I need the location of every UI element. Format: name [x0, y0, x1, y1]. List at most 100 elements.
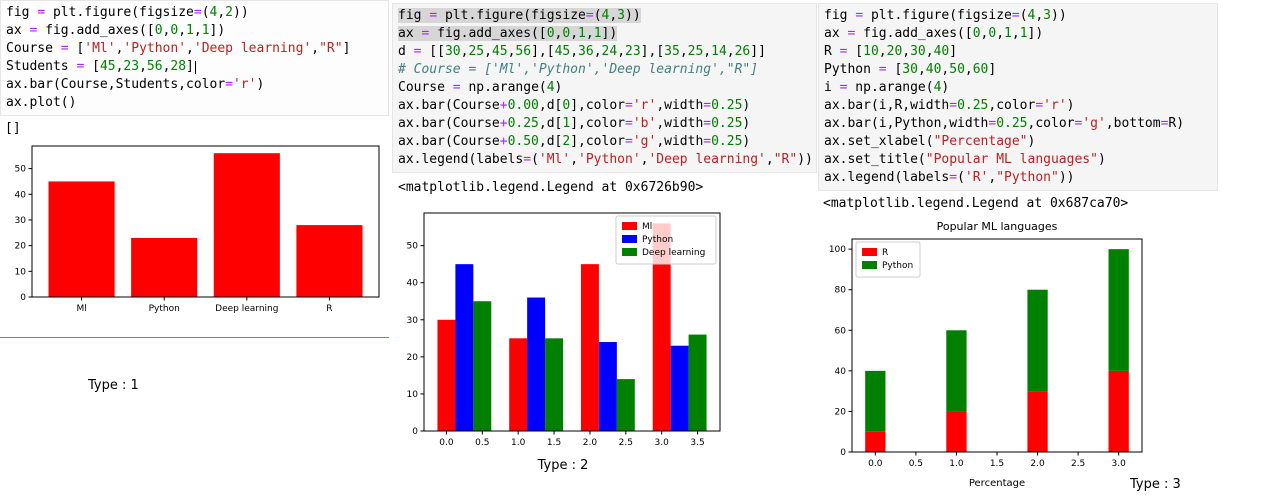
caption-type-3: Type : 3: [1130, 477, 1181, 492]
x-tick-label: 2.5: [619, 438, 633, 448]
bar: [545, 338, 564, 431]
code-line: ax.bar(Course+0.25,d[1],color='b',width=…: [398, 116, 751, 131]
bar: [946, 330, 967, 412]
bar: [527, 297, 546, 431]
code-line: ax = fig.add_axes([0,0,1,1]): [398, 26, 618, 41]
y-tick-label: 60: [835, 326, 847, 336]
code-cell-2[interactable]: fig = plt.figure(figsize=(4,3)) ax = fig.…: [392, 3, 817, 173]
legend-label: Deep learning: [642, 248, 705, 258]
x-tick-label: 0.0: [439, 438, 454, 448]
y-tick-label: 50: [15, 165, 27, 175]
code-line: ax.legend(labels=('R',"Python")): [824, 170, 1075, 185]
caption-type-2: Type : 2: [537, 458, 589, 473]
code-line: ax.bar(i,Python,width=0.25,color='g',bot…: [824, 116, 1185, 131]
bar: [670, 345, 689, 431]
code-line: ax.bar(Course+0.00,d[0],color='r',width=…: [398, 98, 751, 113]
bar: [598, 342, 617, 431]
cell-3-output: <matplotlib.legend.Legend at 0x687ca70>: [823, 196, 1129, 211]
code-line: ax = fig.add_axes([0,0,1,1]): [824, 26, 1044, 41]
code-cell-3[interactable]: fig = plt.figure(figsize=(4,3)) ax = fig.…: [818, 3, 1218, 191]
bar: [865, 370, 886, 432]
code-line: Course = ['Ml','Python','Deep learning',…: [6, 41, 351, 56]
code-line: ax = fig.add_axes([0,0,1,1]): [6, 23, 226, 38]
bar: [455, 264, 474, 431]
x-tick-label: Deep learning: [215, 304, 278, 314]
y-tick-label: 30: [15, 216, 27, 226]
bar: [688, 334, 707, 431]
legend-patch: [622, 222, 637, 230]
x-tick-label: 2.0: [583, 438, 598, 448]
x-tick-label: 1.5: [990, 459, 1004, 469]
y-tick-label: 20: [15, 242, 27, 252]
code-line: ax.set_xlabel("Percentage"): [824, 134, 1036, 149]
code-line: ax.legend(labels=('Ml','Python','Deep le…: [398, 152, 813, 167]
code-line: i = np.arange(4): [824, 80, 950, 95]
x-tick-label: Python: [149, 304, 180, 314]
plot-border: [31, 145, 380, 298]
y-tick-label: 0: [840, 448, 846, 458]
y-tick-label: 40: [15, 190, 27, 200]
figure-type-3: 0 20 40 60 80 100 0.0 0.5 1.0 1.5 2.0 2.5 3.0 Popular…: [822, 213, 1152, 494]
x-tick-label: 3.5: [690, 438, 704, 448]
code-line: fig = plt.figure(figsize=(4,2)): [6, 5, 249, 20]
y-tick-label: 10: [15, 267, 27, 277]
x-tick-label: 1.0: [511, 438, 526, 448]
code-line: fig = plt.figure(figsize=(4,3)): [398, 8, 641, 23]
legend-label: Ml: [642, 222, 652, 232]
x-tick-label: 0.0: [868, 459, 883, 469]
code-line: R = [10,20,30,40]: [824, 44, 958, 59]
legend-label: Python: [642, 235, 673, 245]
figure-type-1: 0 10 20 30 40 50 Ml Python Deep learning R: [5, 138, 387, 323]
code-line: Python = [30,40,50,60]: [824, 62, 997, 77]
code-line: ax.bar(i,R,width=0.25,color='r'): [824, 98, 1075, 113]
bar: [213, 153, 280, 297]
x-tick-label: 0.5: [909, 459, 923, 469]
chart-title: Popular ML languages: [937, 220, 1058, 233]
code-line: ax.bar(Course+0.50,d[2],color='g',width=…: [398, 134, 751, 149]
stacked-bar-chart-svg: 0 20 40 60 80 100 0.0 0.5 1.0 1.5 2.0 2.5 3.0 Popular…: [829, 220, 1143, 489]
active-cell-border: [0, 337, 389, 338]
y-tick-label: 50: [407, 242, 419, 252]
bar: [1027, 289, 1048, 392]
cell-2-output: <matplotlib.legend.Legend at 0x6726b90>: [398, 180, 704, 195]
bar: [1108, 249, 1129, 371]
code-line: Course = np.arange(4): [398, 80, 563, 95]
y-tick-label: 0: [412, 427, 418, 437]
legend-patch: [862, 261, 877, 269]
legend-label: R: [882, 248, 888, 258]
x-tick-label: 1.5: [547, 438, 561, 448]
y-tick-label: 100: [829, 245, 846, 255]
figure-type-2: 0 10 20 30 40 50 0.0 0.5 1.0 1.5 2.0 2.5 3.0 3.5 Ml Pyt…: [398, 207, 728, 459]
code-cell-1[interactable]: fig = plt.figure(figsize=(4,2)) ax = fig.…: [0, 0, 389, 116]
bar: [131, 237, 198, 297]
y-tick-label: 10: [407, 390, 419, 400]
x-tick-label: 1.0: [949, 459, 964, 469]
bar: [509, 338, 528, 431]
bar: [1108, 370, 1129, 452]
x-tick-label: 0.5: [475, 438, 489, 448]
legend-patch: [622, 235, 637, 243]
legend: [615, 215, 717, 265]
bar: [437, 319, 456, 431]
bar: [946, 411, 967, 452]
y-tick-label: 0: [20, 293, 26, 303]
legend-label: Python: [882, 261, 913, 271]
code-line: # Course = ['Ml','Python','Deep learning…: [398, 62, 759, 77]
code-line: ax.set_title("Popular ML languages"): [824, 152, 1106, 167]
y-tick-label: 30: [407, 316, 419, 326]
x-tick-label: R: [326, 304, 332, 314]
y-tick-label: 40: [407, 279, 419, 289]
legend-patch: [622, 248, 637, 256]
grouped-bar-chart-svg: 0 10 20 30 40 50 0.0 0.5 1.0 1.5 2.0 2.5 3.0 3.5 Ml Pyt…: [407, 212, 721, 448]
bar: [616, 379, 635, 431]
x-tick-label: 2.0: [1030, 459, 1045, 469]
bar: [580, 264, 599, 431]
code-line: ax.plot(): [6, 95, 77, 110]
x-axis-label: Percentage: [969, 478, 1025, 489]
y-tick-label: 20: [407, 353, 419, 363]
x-tick-label: 2.5: [1071, 459, 1085, 469]
x-tick-label: 3.0: [1112, 459, 1127, 469]
x-tick-label: 3.0: [655, 438, 670, 448]
cell-1-output: []: [5, 121, 21, 136]
